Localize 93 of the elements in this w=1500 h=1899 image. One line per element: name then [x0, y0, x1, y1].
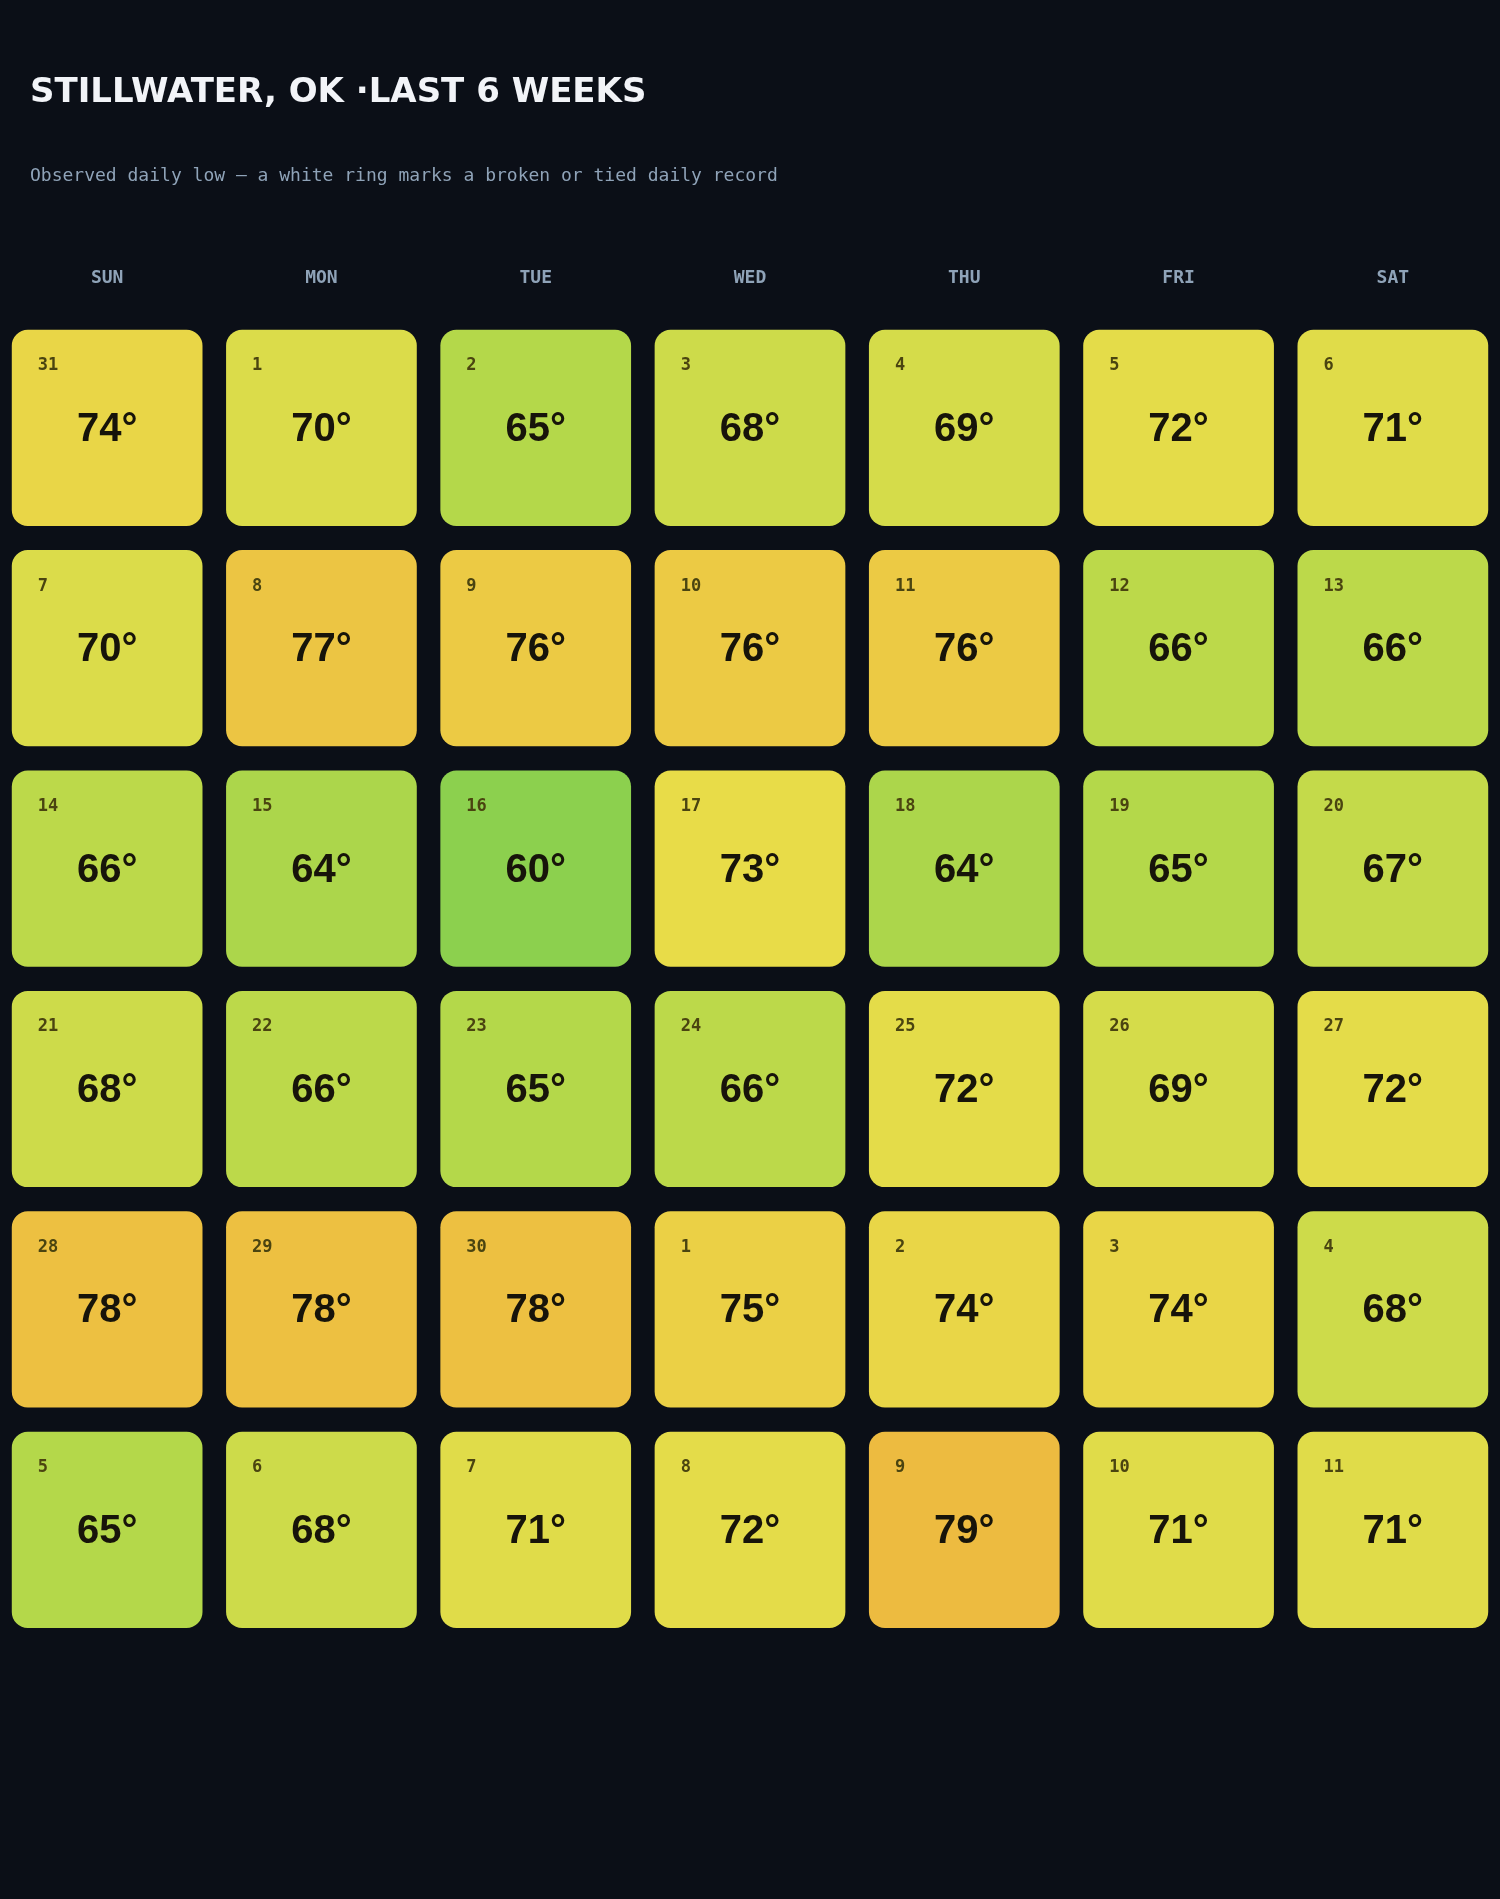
data-label: 73°: [719, 845, 781, 890]
annotation: 25: [894, 1015, 916, 1036]
annotation: 1: [252, 354, 263, 375]
annotation: 19: [1109, 794, 1130, 815]
annotation: 5: [37, 1456, 49, 1477]
data-label: 74°: [76, 404, 138, 449]
x-tick-label: WED: [733, 266, 767, 288]
data-label: 66°: [76, 845, 138, 890]
annotation: 5: [1109, 354, 1120, 375]
data-label: 76°: [505, 625, 566, 670]
data-label: 78°: [505, 1286, 566, 1331]
data-label: 65°: [505, 404, 566, 449]
annotation: 9: [894, 1456, 906, 1477]
data-label: 72°: [1362, 1066, 1424, 1111]
annotation: 12: [1109, 574, 1130, 595]
annotation: 10: [1109, 1456, 1130, 1477]
data-label: 67°: [1362, 845, 1424, 890]
annotation: 8: [252, 574, 263, 595]
data-label: 65°: [505, 1066, 566, 1111]
x-tick-label: MON: [305, 266, 338, 288]
annotation: 31: [37, 354, 59, 375]
data-label: 74°: [1148, 1286, 1209, 1331]
data-label: 65°: [1148, 845, 1209, 890]
data-label: 68°: [719, 404, 781, 449]
data-label: 64°: [291, 845, 352, 890]
data-label: 70°: [291, 404, 352, 449]
annotation: 7: [37, 574, 49, 595]
annotation: 9: [466, 574, 477, 595]
chart-title: STILLWATER, OK ·LAST 6 WEEKS: [30, 70, 647, 110]
data-label: 78°: [291, 1286, 352, 1331]
annotation: 2: [894, 1235, 906, 1256]
data-label: 68°: [76, 1066, 138, 1111]
x-tick-label: TUE: [519, 266, 552, 288]
annotation: 17: [680, 794, 702, 815]
data-label: 72°: [934, 1066, 995, 1111]
data-label: 76°: [719, 625, 781, 670]
data-label: 68°: [291, 1506, 352, 1551]
annotation: 23: [466, 1015, 487, 1036]
data-label: 71°: [1148, 1506, 1209, 1551]
annotation: 4: [894, 354, 906, 375]
annotation: 4: [1323, 1235, 1334, 1256]
annotation: 28: [37, 1235, 59, 1256]
annotation: 3: [1109, 1235, 1120, 1256]
annotation: 2: [466, 354, 477, 375]
annotation: 29: [252, 1235, 273, 1256]
data-label: 76°: [934, 625, 995, 670]
data-label: 72°: [1148, 404, 1209, 449]
annotation: 10: [680, 574, 702, 595]
data-label: 69°: [934, 404, 995, 449]
data-label: 72°: [719, 1506, 781, 1551]
data-label: 66°: [1362, 625, 1424, 670]
annotation: 8: [680, 1456, 691, 1477]
annotation: 11: [1323, 1456, 1344, 1477]
annotation: 21: [37, 1015, 59, 1036]
annotation: 11: [894, 574, 916, 595]
data-label: 71°: [505, 1506, 566, 1551]
data-label: 71°: [1362, 1506, 1424, 1551]
x-tick-label: THU: [948, 266, 981, 288]
annotation: 20: [1323, 794, 1344, 815]
x-tick-label: SAT: [1376, 266, 1410, 288]
data-label: 68°: [1362, 1286, 1424, 1331]
annotation: 3: [680, 354, 691, 375]
chart-subtitle: Observed daily low — a white ring marks a broken or tied daily record: [30, 164, 778, 185]
annotation: 15: [252, 794, 273, 815]
annotation: 13: [1323, 574, 1344, 595]
data-label: 64°: [934, 845, 995, 890]
annotation: 6: [252, 1456, 263, 1477]
data-label: 66°: [1148, 625, 1209, 670]
data-label: 79°: [934, 1506, 995, 1551]
annotation: 6: [1323, 354, 1334, 375]
x-tick-label: FRI: [1162, 266, 1195, 288]
data-label: 75°: [719, 1286, 781, 1331]
data-label: 69°: [1148, 1066, 1209, 1111]
data-label: 77°: [291, 625, 352, 670]
x-tick-label: SUN: [90, 266, 124, 288]
data-label: 74°: [934, 1286, 995, 1331]
annotation: 27: [1323, 1015, 1344, 1036]
data-label: 66°: [719, 1066, 781, 1111]
data-label: 66°: [291, 1066, 352, 1111]
annotation: 22: [252, 1015, 273, 1036]
data-label: 70°: [76, 625, 138, 670]
annotation: 14: [37, 794, 59, 815]
data-label: 78°: [76, 1286, 138, 1331]
data-label: 60°: [505, 845, 566, 890]
annotation: 30: [466, 1235, 487, 1256]
annotation: 16: [466, 794, 487, 815]
data-label: 71°: [1362, 404, 1424, 449]
annotation: 18: [894, 794, 916, 815]
annotation: 7: [466, 1456, 477, 1477]
annotation: 24: [680, 1015, 702, 1036]
annotation: 26: [1109, 1015, 1130, 1036]
annotation: 1: [680, 1235, 691, 1256]
data-label: 65°: [76, 1506, 138, 1551]
